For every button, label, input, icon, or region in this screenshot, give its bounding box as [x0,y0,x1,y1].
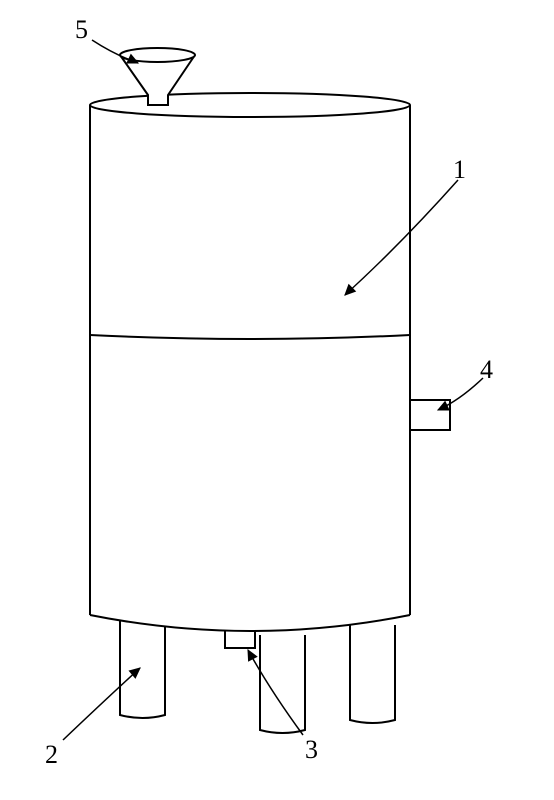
figure-svg [0,0,554,800]
callout-label-4: 4 [480,355,493,385]
patent-figure: 1 2 3 4 5 [0,0,554,800]
callout-label-2: 2 [45,740,58,770]
callout-label-3: 3 [305,735,318,765]
callout-label-1: 1 [453,155,466,185]
callout-label-5: 5 [75,15,88,45]
